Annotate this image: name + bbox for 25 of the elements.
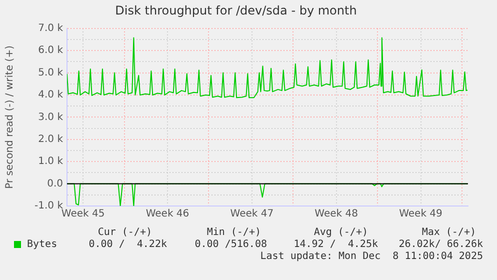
text: Cur (-/+) xyxy=(98,227,152,238)
chart-title: Disk throughput for /dev/sda - by month xyxy=(115,3,357,18)
x-tick-label: Week 46 xyxy=(146,208,190,220)
y-tick-label: 5.0 k xyxy=(38,67,64,78)
y-tick-label: 1.0 k xyxy=(38,156,64,168)
x-tick-label: Week 48 xyxy=(314,208,358,220)
text: Last update: Mon Dec 8 11:00:04 2025 xyxy=(260,251,483,262)
text: Avg (-/+) xyxy=(314,227,368,238)
y-tick-label: 6.0 k xyxy=(38,45,64,56)
legend-label: Bytes xyxy=(27,239,58,250)
y-tick-label: 4.0 k xyxy=(38,90,64,101)
text: 26.02k/ 66.26k xyxy=(398,239,483,250)
x-tick-label: Week 45 xyxy=(61,208,105,220)
text: 0.00 / 4.22k xyxy=(88,239,167,250)
x-tick-label: Week 47 xyxy=(230,208,274,220)
y-tick-label: 3.0 k xyxy=(38,112,64,123)
text: Min (-/+) xyxy=(206,227,261,238)
y-axis-title: Pr second read (-) / write (+) xyxy=(4,45,16,189)
y-tick-label: 2.0 k xyxy=(38,134,64,145)
y-tick-label: 7.0 k xyxy=(38,22,64,34)
x-tick-label: Week 49 xyxy=(399,208,442,220)
text: Max (-/+) xyxy=(422,227,476,238)
y-tick-label: 0.0 xyxy=(47,178,63,190)
text: 14.92 / 4.25k xyxy=(294,239,378,250)
text: 0.00 /516.08 xyxy=(194,239,267,250)
